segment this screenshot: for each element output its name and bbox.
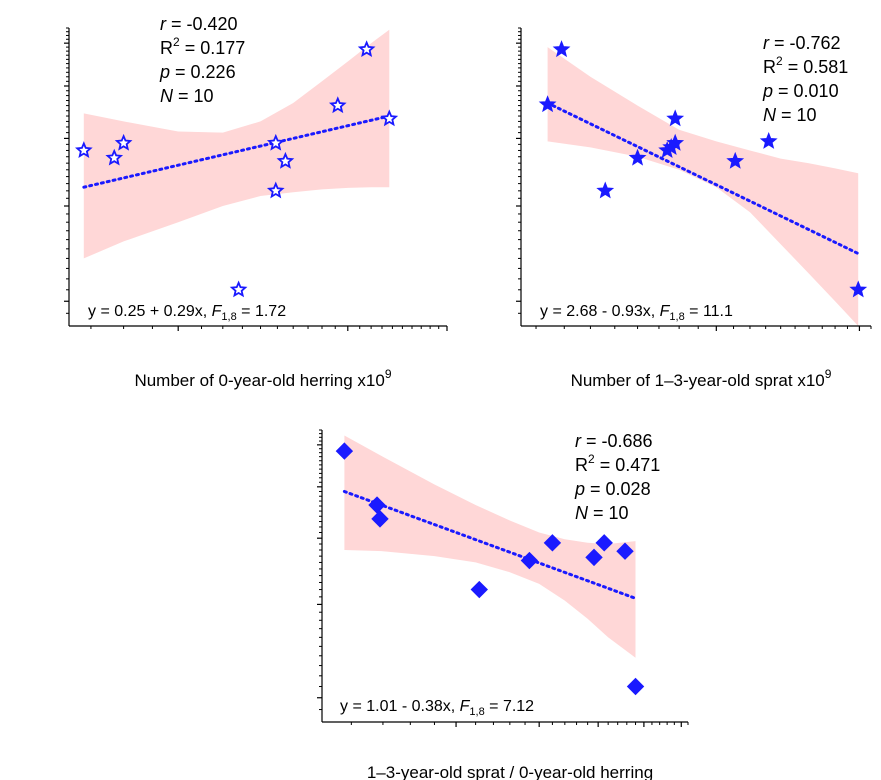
data-point xyxy=(596,181,615,199)
regression-equation: y = 1.01 - 0.38x, F1,8 = 7.12 xyxy=(340,698,534,718)
data-point xyxy=(585,548,603,567)
stat-R2: R2 = 0.177 xyxy=(160,35,245,58)
regression-equation: y = 0.25 + 0.29x, F1,8 = 1.72 xyxy=(88,303,286,323)
stat-r: r = -0.762 xyxy=(763,33,841,53)
data-point xyxy=(543,534,562,552)
confidence-band xyxy=(83,29,390,259)
chart-panel-a: Number of 0-year-old herring x109 r = -0.… xyxy=(64,14,448,390)
stat-p: p = 0.226 xyxy=(159,62,236,82)
stat-r: r = -0.686 xyxy=(575,431,653,451)
data-point xyxy=(628,148,647,166)
data-point xyxy=(616,542,634,560)
chart-panel-c: 1–3-year-old sprat / 0-year-old herring r… xyxy=(317,429,689,780)
data-point xyxy=(470,580,488,599)
data-point xyxy=(276,151,295,169)
data-point xyxy=(328,96,347,114)
chart-panel-b: Number of 1–3-year-old sprat x109 r = -0.… xyxy=(516,27,872,390)
data-point xyxy=(266,133,285,151)
stat-N: N = 10 xyxy=(160,86,214,106)
data-point xyxy=(371,510,389,528)
regression-line xyxy=(546,101,860,256)
data-point xyxy=(368,496,386,514)
x-axis-label: Number of 1–3-year-old sprat x109 xyxy=(571,367,832,390)
data-point xyxy=(759,132,778,149)
stat-N: N = 10 xyxy=(763,105,817,125)
stat-N: N = 10 xyxy=(575,503,629,523)
data-point xyxy=(849,280,868,298)
data-point xyxy=(666,109,685,127)
data-point xyxy=(266,181,285,199)
data-point xyxy=(380,109,399,127)
data-point xyxy=(114,133,133,151)
data-point xyxy=(229,280,248,298)
confidence-band xyxy=(344,435,636,658)
data-point xyxy=(626,677,645,696)
data-point xyxy=(357,40,376,58)
data-point xyxy=(105,148,124,166)
stat-R2: R2 = 0.581 xyxy=(763,54,848,77)
stat-p: p = 0.028 xyxy=(574,479,651,499)
x-axis-label: Number of 0-year-old herring x109 xyxy=(134,367,391,390)
data-point xyxy=(75,141,93,158)
data-point xyxy=(538,95,557,113)
regression-line xyxy=(82,114,391,189)
data-point xyxy=(726,151,745,169)
data-point xyxy=(520,551,539,570)
stat-R2: R2 = 0.471 xyxy=(575,452,660,475)
confidence-band xyxy=(547,47,859,326)
regression-line xyxy=(342,489,638,600)
x-axis-label: 1–3-year-old sprat / 0-year-old herring xyxy=(367,763,653,780)
regression-equation: y = 2.68 - 0.93x, F1,8 = 11.1 xyxy=(540,303,733,323)
data-point xyxy=(666,133,685,151)
stat-r: r = -0.420 xyxy=(160,14,238,34)
data-point xyxy=(552,40,571,58)
stat-p: p = 0.010 xyxy=(762,81,839,101)
data-point xyxy=(335,442,354,460)
data-point xyxy=(595,534,613,552)
